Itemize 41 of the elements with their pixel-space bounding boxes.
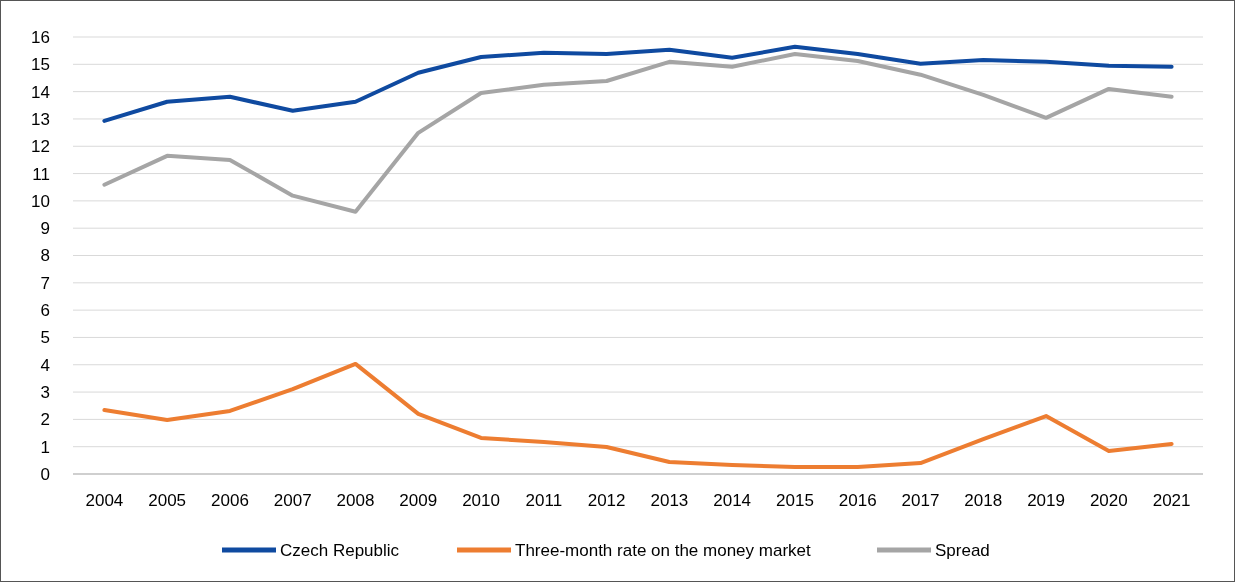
y-tick-label: 13	[31, 109, 50, 129]
x-tick-label: 2004	[85, 491, 124, 510]
x-tick-label: 2018	[964, 491, 1003, 510]
x-tick-label: 2010	[462, 491, 500, 510]
y-tick-label: 14	[31, 82, 50, 102]
x-tick-label: 2011	[525, 491, 563, 510]
y-tick-label: 2	[40, 410, 50, 430]
x-tick-label: 2007	[273, 491, 312, 510]
y-tick-label: 8	[40, 246, 50, 266]
x-tick-label: 2009	[399, 491, 438, 510]
x-tick-label: 2015	[776, 491, 814, 510]
y-tick-label: 0	[40, 464, 50, 484]
y-tick-label: 9	[40, 219, 50, 239]
line-series	[102, 51, 1174, 214]
y-tick-label: 3	[40, 383, 50, 403]
y-tick-label: 7	[40, 273, 50, 293]
line-series	[102, 44, 1174, 123]
line-series	[102, 361, 1174, 469]
y-tick-label: 16	[31, 27, 50, 47]
x-tick-label: 2006	[211, 491, 249, 510]
x-tick-label: 2012	[587, 491, 626, 510]
y-tick-label: 6	[40, 301, 50, 321]
x-tick-label: 2021	[1152, 491, 1191, 510]
x-tick-label: 2008	[336, 491, 375, 510]
x-tick-label: 2019	[1027, 491, 1065, 510]
y-tick-label: 1	[40, 437, 50, 457]
x-tick-label: 2016	[838, 491, 877, 510]
x-tick-label: 2013	[650, 491, 689, 510]
y-tick-label: 5	[40, 328, 50, 348]
legend-label: Spread	[935, 540, 990, 560]
legend-label: Three-month rate on the money market	[515, 540, 812, 560]
legend-label: Czech Republic	[280, 540, 400, 560]
y-tick-label: 11	[32, 164, 50, 184]
y-tick-label: 4	[40, 355, 50, 375]
x-tick-label: 2017	[901, 491, 940, 510]
y-tick-label: 10	[31, 191, 50, 211]
y-tick-label: 12	[31, 137, 50, 157]
y-tick-label: 15	[31, 55, 50, 75]
x-tick-label: 2020	[1089, 491, 1128, 510]
x-tick-label: 2005	[148, 491, 187, 510]
x-tick-label: 2014	[713, 491, 752, 510]
